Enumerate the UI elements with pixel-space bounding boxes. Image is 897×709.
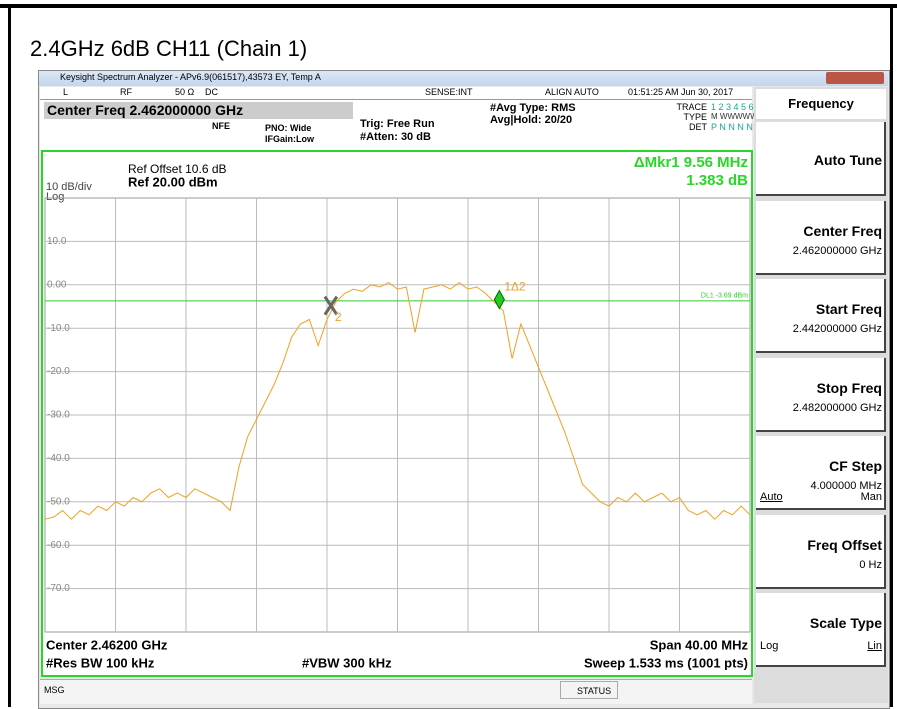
footer-sweep: Sweep 1.533 ms (1001 pts) <box>584 655 748 670</box>
avg-hold: Avg|Hold: 20/20 <box>490 114 573 126</box>
window-buttons[interactable] <box>826 72 884 84</box>
softkey-option[interactable]: Man <box>860 491 882 503</box>
trace <box>44 281 751 520</box>
y-tick-label: -20.0 <box>47 366 70 377</box>
marker-label: 1Δ2 <box>504 280 526 294</box>
softkey-label: Auto Tune <box>813 152 882 168</box>
softkey-value: 2.442000000 GHz <box>792 323 882 335</box>
marker-readout: 1.383 dB <box>686 172 748 189</box>
frame-top <box>0 4 897 8</box>
frame-right <box>890 8 893 707</box>
impedance: 50 Ω <box>175 87 195 97</box>
ref-offset: Ref Offset 10.6 dB <box>128 162 227 176</box>
softkey[interactable] <box>756 436 886 510</box>
y-tick-label: 0.00 <box>47 279 67 290</box>
display-line-label: DL1 -3.69 dBm <box>701 293 748 300</box>
softkey-value: 4.000000 MHz <box>810 480 882 492</box>
y-tick-label: -40.0 <box>47 453 70 464</box>
ref-level: Ref 20.00 dBm <box>128 174 218 189</box>
nfe: NFE <box>212 121 230 131</box>
coupling: DC <box>205 87 218 97</box>
y-tick-label: -30.0 <box>47 410 70 421</box>
page-title: 2.4GHz 6dB CH11 (Chain 1) <box>30 36 308 61</box>
footer-vbw: #VBW 300 kHz <box>302 655 392 670</box>
type-val: M WWWWW <box>711 112 758 121</box>
scale: 10 dB/div <box>46 181 92 193</box>
y-tick-label: -70.0 <box>47 583 70 594</box>
scale-type: Log <box>46 191 64 203</box>
softkey-label: Stop Freq <box>816 379 882 396</box>
window-title: Keysight Spectrum Analyzer - APv6.9(0615… <box>60 72 321 82</box>
softkey-label: CF Step <box>829 458 882 474</box>
pno: PNO: Wide <box>265 123 312 133</box>
softkey[interactable] <box>756 514 886 589</box>
status-row <box>40 87 752 100</box>
softkey-title: Frequency <box>756 89 886 119</box>
marker <box>493 289 505 310</box>
trace-label: TRACE <box>676 102 707 112</box>
align: ALIGN AUTO <box>545 87 599 97</box>
softkey[interactable] <box>756 200 886 275</box>
marker <box>323 295 339 316</box>
softkey-value: 2.482000000 GHz <box>792 401 882 414</box>
softkey-label: Freq Offset <box>807 536 882 553</box>
footer-span: Span 40.00 MHz <box>650 637 749 652</box>
datetime: 01:51:25 AM Jun 30, 2017 <box>628 87 734 97</box>
footer-center: Center 2.46200 GHz <box>46 637 168 652</box>
y-tick-label: -10.0 <box>47 323 70 334</box>
softkey-label: Start Freq <box>815 301 882 317</box>
softkey-label: Center Freq <box>803 222 882 239</box>
window-titlebar <box>39 71 888 86</box>
marker-readout: ΔMkr1 9.56 MHz <box>634 154 748 171</box>
bottom-bar <box>40 679 752 704</box>
ifgain: IFGain:Low <box>265 134 314 144</box>
softkey-option[interactable]: Lin <box>867 640 882 652</box>
type-label: TYPE <box>683 112 707 122</box>
softkey-value: 2.462000000 GHz <box>792 244 882 257</box>
frame-left <box>8 8 11 707</box>
footer-rbw: #Res BW 100 kHz <box>46 655 155 670</box>
det-label: DET <box>689 122 707 132</box>
atten: #Atten: 30 dB <box>360 131 431 143</box>
softkey[interactable] <box>756 593 886 667</box>
marker-label: 2 <box>335 310 342 324</box>
softkey[interactable] <box>756 122 886 196</box>
status-button[interactable]: STATUS <box>560 681 618 699</box>
mode: L <box>63 87 69 97</box>
y-tick-label: 10.0 <box>47 236 67 247</box>
softkey-value: 0 Hz <box>859 558 882 571</box>
softkey-option[interactable]: Auto <box>760 491 783 503</box>
rf: RF <box>120 87 132 97</box>
softkey-panel: Frequency Auto Tune Center Freq 2.462000000… <box>754 87 888 703</box>
sense: SENSE:INT <box>425 87 473 97</box>
avg-type: #Avg Type: RMS <box>490 102 576 114</box>
y-tick-label: -60.0 <box>47 540 70 551</box>
y-tick-label: -50.0 <box>47 496 70 507</box>
softkey-option[interactable]: Log <box>760 640 779 652</box>
softkey[interactable] <box>756 357 886 432</box>
softkey-label: Scale Type <box>809 615 882 631</box>
trace-nums: 1 2 3 4 5 6 <box>711 102 754 112</box>
msg: MSG <box>44 685 65 695</box>
center-freq[interactable]: Center Freq 2.462000000 GHz <box>44 102 353 119</box>
trig: Trig: Free Run <box>360 118 435 130</box>
softkey[interactable] <box>756 279 886 353</box>
